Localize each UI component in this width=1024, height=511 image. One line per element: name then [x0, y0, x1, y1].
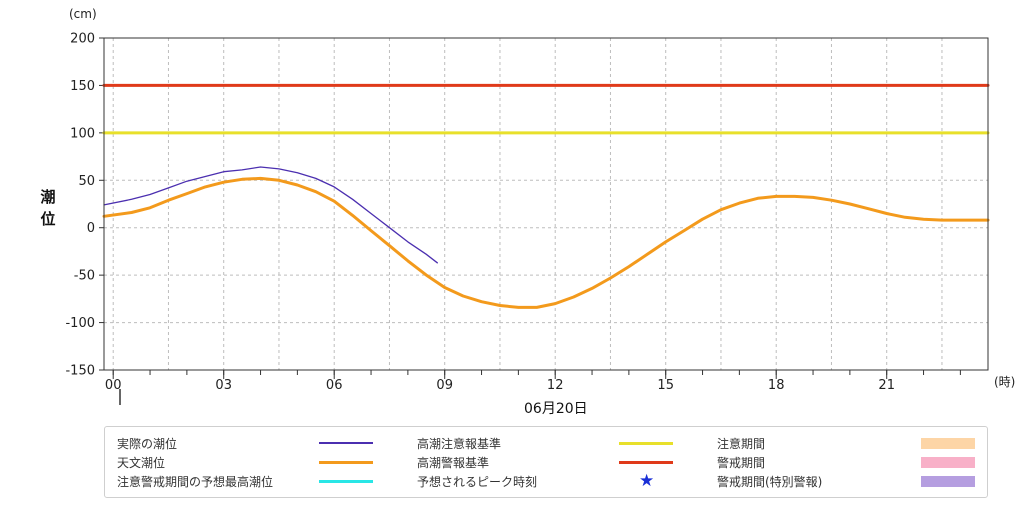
legend-label: 注意警戒期間の予想最高潮位 [117, 475, 274, 489]
y-tick-label: 0 [87, 221, 95, 236]
legend-box-swatch [921, 438, 975, 449]
legend-label: 天文潮位 [117, 456, 166, 470]
x-tick-label: 09 [436, 378, 453, 393]
y-tick-label: 100 [70, 126, 95, 141]
legend-line-swatch [319, 460, 373, 464]
grid-lines [99, 37, 988, 379]
series-line [103, 166, 438, 264]
legend-label: 予想されるピーク時刻 [417, 475, 538, 489]
y-title-char: 潮 [40, 188, 56, 206]
plot-frame [103, 37, 989, 371]
legend-line-swatch [319, 442, 373, 444]
x-tick-label: 06 [326, 378, 343, 393]
x-unit-label: (時) [994, 375, 1016, 389]
y-unit-label: (cm) [69, 7, 97, 21]
y-tick-label: -150 [65, 364, 95, 379]
y-tick-label: 150 [70, 79, 95, 94]
legend-line-swatch [319, 479, 373, 483]
x-tick-label: 15 [657, 378, 674, 393]
y-tick-label: -100 [65, 316, 95, 331]
tide-chart: 200 150 100 50 0 -50 -100 -150 00 03 06 09 12 15 18 21 [65, 32, 990, 405]
x-tick-label: 12 [547, 378, 564, 393]
legend-line-swatch [619, 441, 673, 445]
y-tick-label: 200 [70, 32, 95, 47]
legend-box-swatch [921, 476, 975, 487]
legend-label: 高潮注意報基準 [417, 437, 502, 451]
legend-line-swatch [619, 460, 673, 464]
series-lines [102, 83, 990, 309]
x-tick-label: 21 [878, 378, 895, 393]
legend-label: 高潮警報基準 [417, 456, 490, 470]
legend-label: 注意期間 [717, 437, 766, 451]
date-label: 06月20日 [524, 401, 588, 417]
series-line [102, 176, 990, 309]
y-title-char: 位 [40, 210, 56, 228]
x-tick-label: 00 [105, 378, 122, 393]
x-tick-label: 03 [215, 378, 232, 393]
star-icon: ★ [639, 471, 655, 491]
y-tick-labels: 200 150 100 50 0 -50 -100 -150 [65, 32, 95, 379]
legend: 実際の潮位 高潮注意報基準 注意期間天文潮位 高潮警報基準 警戒期間注意警戒期間の予想最… [104, 426, 988, 498]
x-tick-label: 18 [768, 378, 785, 393]
legend-box-swatch [921, 457, 975, 468]
legend-label: 警戒期間(特別警報) [717, 475, 823, 489]
y-tick-label: -50 [74, 269, 95, 284]
legend-label: 実際の潮位 [117, 437, 178, 451]
y-tick-label: 50 [78, 174, 95, 189]
x-tick-labels: 00 03 06 09 12 15 18 21 [105, 378, 895, 393]
legend-label: 警戒期間 [717, 456, 766, 470]
y-axis-title: 潮 位 [38, 186, 58, 230]
